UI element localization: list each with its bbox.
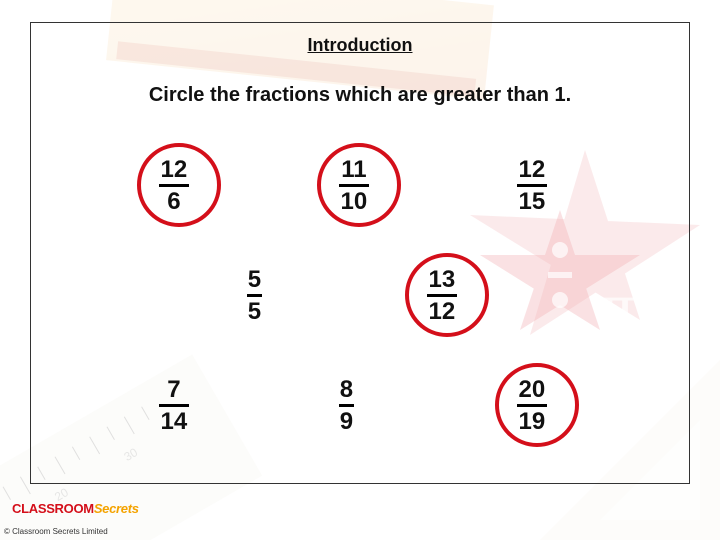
denominator: 14 [161,409,188,434]
fraction-f-12-15: 1215 [517,157,547,214]
denominator: 9 [340,409,353,434]
footer-logo: CLASSROOMSecrets [12,500,139,518]
fraction-f-8-9: 89 [339,377,354,434]
numerator: 12 [519,157,546,182]
fraction-bar [517,184,547,187]
logo-part1: CLASSROOM [12,501,94,516]
content-frame: Introduction Circle the fractions which … [30,22,690,484]
fractions-area: 12611101215551312714892019 [59,115,661,475]
fraction-bar [159,404,189,407]
answer-circle [137,143,221,227]
answer-circle [495,363,579,447]
instruction-text: Circle the fractions which are greater t… [59,84,661,107]
numerator: 7 [167,377,180,402]
answer-circle [405,253,489,337]
fraction-bar [247,294,262,297]
denominator: 5 [248,299,261,324]
numerator: 8 [340,377,353,402]
fraction-bar [339,404,354,407]
fraction-f-5-5: 55 [247,267,262,324]
numerator: 5 [248,267,261,292]
slide-title: Introduction [59,35,661,56]
fraction-f-7-14: 714 [159,377,189,434]
answer-circle [317,143,401,227]
copyright-text: © Classroom Secrets Limited [4,527,108,536]
logo-part2: Secrets [94,501,139,516]
denominator: 15 [519,189,546,214]
